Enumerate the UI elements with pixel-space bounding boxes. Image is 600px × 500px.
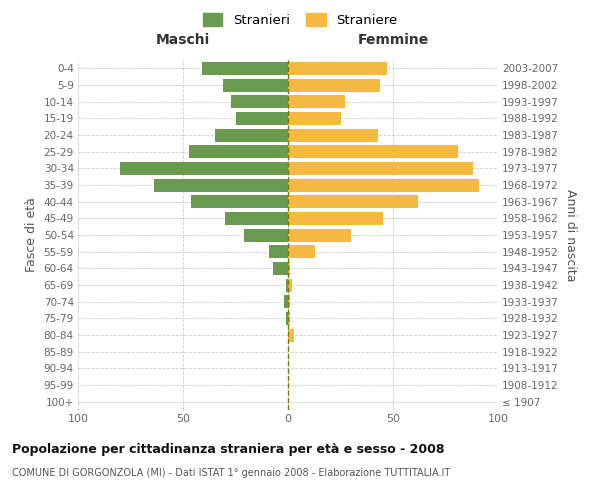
Bar [288, 78, 380, 92]
Bar [288, 95, 345, 108]
Bar [286, 312, 288, 325]
Bar [288, 245, 316, 258]
Bar [202, 62, 288, 75]
Y-axis label: Anni di nascita: Anni di nascita [565, 188, 577, 281]
Bar [288, 178, 479, 192]
Bar [288, 112, 341, 125]
Bar [286, 278, 288, 291]
Bar [189, 145, 288, 158]
Bar [191, 195, 288, 208]
Text: Maschi: Maschi [156, 32, 210, 46]
Bar [288, 312, 290, 325]
Bar [215, 128, 288, 141]
Bar [288, 228, 351, 241]
Bar [288, 145, 458, 158]
Bar [288, 128, 379, 141]
Bar [288, 328, 295, 342]
Bar [235, 112, 288, 125]
Bar [244, 228, 288, 241]
Bar [288, 295, 290, 308]
Text: Popolazione per cittadinanza straniera per età e sesso - 2008: Popolazione per cittadinanza straniera p… [12, 442, 445, 456]
Y-axis label: Fasce di età: Fasce di età [25, 198, 38, 272]
Bar [288, 262, 290, 275]
Bar [288, 62, 387, 75]
Bar [223, 78, 288, 92]
Text: Femmine: Femmine [358, 32, 428, 46]
Bar [274, 262, 288, 275]
Bar [120, 162, 288, 175]
Bar [284, 295, 288, 308]
Bar [154, 178, 288, 192]
Bar [288, 162, 473, 175]
Text: COMUNE DI GORGONZOLA (MI) - Dati ISTAT 1° gennaio 2008 - Elaborazione TUTTITALIA: COMUNE DI GORGONZOLA (MI) - Dati ISTAT 1… [12, 468, 450, 477]
Bar [225, 212, 288, 225]
Bar [269, 245, 288, 258]
Bar [232, 95, 288, 108]
Bar [288, 278, 292, 291]
Bar [288, 195, 418, 208]
Legend: Stranieri, Straniere: Stranieri, Straniere [199, 9, 401, 31]
Bar [288, 212, 383, 225]
